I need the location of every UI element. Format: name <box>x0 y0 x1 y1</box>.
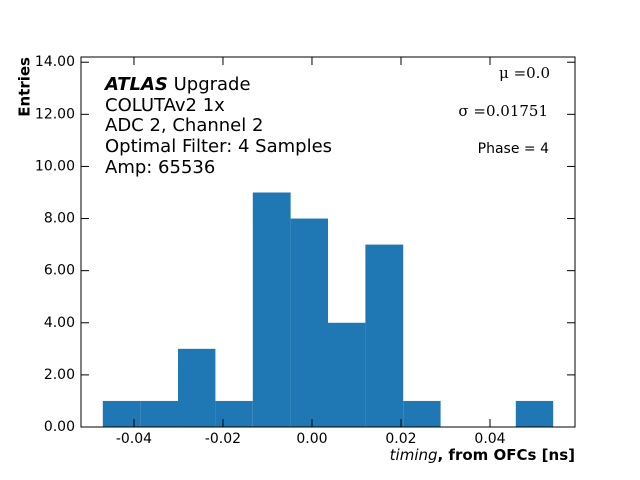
annotation: ADC 2, Channel 2 <box>105 115 263 136</box>
x-tick-label: -0.04 <box>116 431 152 447</box>
x-axis-label-part: , from OFCs [ns] <box>438 446 575 464</box>
x-tick-label: -0.02 <box>205 431 241 447</box>
bar <box>403 400 441 427</box>
stat: Phase = 4 <box>478 141 549 157</box>
x-tick-label: 0.02 <box>385 431 416 447</box>
annotation: Upgrade <box>174 74 251 95</box>
stat: μ =0.0 <box>499 64 550 82</box>
y-axis-label: Entries <box>16 57 34 117</box>
annotation: COLUTAv2 1x <box>105 95 225 116</box>
bar <box>328 322 366 427</box>
bar <box>252 192 291 427</box>
bar <box>178 348 216 427</box>
y-tick-label: 6.00 <box>44 263 75 279</box>
stat: σ =0.01751 <box>458 102 548 120</box>
y-tick-label: 4.00 <box>44 315 75 331</box>
x-tick-label: 0.00 <box>296 431 327 447</box>
bar <box>102 400 141 427</box>
bar <box>515 400 554 427</box>
plot-frame <box>80 56 576 428</box>
y-tick-label: 2.00 <box>44 367 75 383</box>
y-tick-label: 10.00 <box>35 158 75 174</box>
y-tick-label: 12.00 <box>35 106 75 122</box>
annotation: Optimal Filter: 4 Samples <box>105 136 332 157</box>
y-tick-label: 8.00 <box>44 211 75 227</box>
bar <box>290 218 328 427</box>
bar <box>140 400 179 427</box>
annotation: Amp: 65536 <box>105 157 215 178</box>
bar <box>215 400 253 427</box>
y-tick-label: 14.00 <box>35 54 75 70</box>
x-tick-label: 0.04 <box>474 431 505 447</box>
y-tick-label: 0.00 <box>44 419 75 435</box>
atlas-label: ATLAS <box>103 74 168 95</box>
annotation: ATLAS Upgrade <box>103 74 251 95</box>
bar <box>365 244 404 427</box>
x-axis-label-part: timing <box>390 446 438 464</box>
x-axis-label: timing, from OFCs [ns] <box>390 446 575 464</box>
